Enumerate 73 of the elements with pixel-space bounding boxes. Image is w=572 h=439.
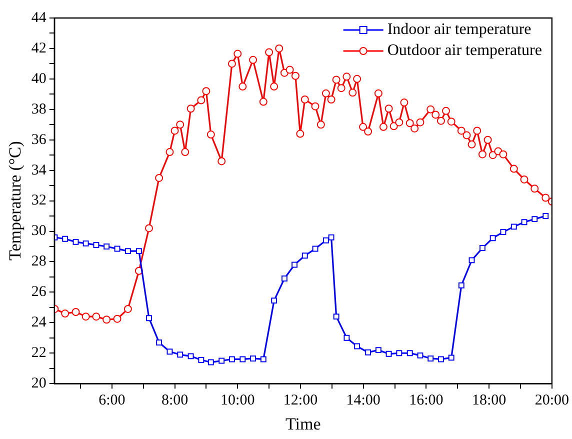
point: [188, 353, 194, 360]
point: [136, 248, 142, 254]
point: [428, 355, 434, 362]
y-tick-label: 34: [31, 162, 47, 178]
point: [198, 357, 204, 363]
point: [260, 356, 266, 362]
point: [438, 356, 444, 362]
point: [448, 354, 454, 361]
point: [521, 219, 528, 226]
point: [396, 350, 402, 356]
x-tick-label: 14:00: [346, 392, 380, 409]
point: [532, 216, 538, 222]
point: [208, 359, 214, 366]
y-axis-title: Temperature (°C): [6, 141, 25, 260]
y-tick-label: 42: [31, 40, 46, 56]
x-tick-label: 8:00: [161, 392, 188, 409]
point: [328, 234, 334, 240]
point: [406, 350, 413, 356]
point: [82, 240, 89, 246]
point: [479, 245, 486, 251]
point: [62, 236, 68, 242]
point: [302, 252, 308, 259]
y-tick-label: 38: [31, 101, 46, 118]
point: [542, 213, 549, 220]
x-axis-title: Time: [286, 414, 321, 434]
legend-label: Outdoor air temperature: [387, 42, 542, 60]
point: [124, 248, 131, 254]
y-tick-label: 22: [31, 345, 46, 362]
point: [468, 257, 475, 264]
point: [93, 242, 100, 248]
point: [156, 339, 162, 346]
point: [490, 235, 496, 242]
point: [281, 276, 288, 282]
point: [146, 315, 152, 322]
point: [386, 350, 392, 357]
point: [417, 352, 424, 358]
point: [365, 349, 372, 356]
point: [218, 358, 225, 364]
point: [166, 348, 173, 355]
point: [333, 314, 340, 320]
point: [271, 298, 278, 304]
point: [322, 237, 329, 244]
point: [312, 246, 318, 252]
point: [292, 262, 298, 268]
point: [510, 224, 517, 230]
point: [344, 334, 350, 341]
point: [500, 229, 506, 236]
point: [458, 282, 464, 288]
point: [177, 352, 184, 358]
legend-label: Indoor air temperature: [387, 21, 532, 38]
y-tick-label: 24: [31, 314, 47, 331]
x-tick-label: 16:00: [409, 392, 444, 409]
y-tick-label: 20: [31, 376, 46, 392]
point: [250, 355, 256, 362]
x-tick-label: 10:00: [220, 392, 255, 409]
x-tick-label: 18:00: [472, 392, 506, 409]
x-tick-label: 20:00: [534, 392, 569, 409]
y-tick-label: 40: [31, 70, 46, 87]
point: [72, 238, 79, 245]
x-tick-label: 6:00: [98, 392, 126, 409]
y-tick-label: 28: [31, 254, 46, 270]
y-tick-label: 44: [31, 10, 47, 26]
y-tick-label: 32: [31, 192, 46, 209]
x-tick-label: 12:00: [283, 392, 318, 409]
point: [229, 356, 235, 362]
point: [114, 246, 120, 252]
point: [375, 347, 382, 354]
y-tick-label: 30: [31, 223, 46, 240]
point: [240, 356, 246, 362]
y-tick-label: 36: [31, 132, 47, 148]
point: [354, 343, 360, 350]
y-tick-label: 26: [31, 284, 47, 300]
point: [104, 244, 110, 250]
